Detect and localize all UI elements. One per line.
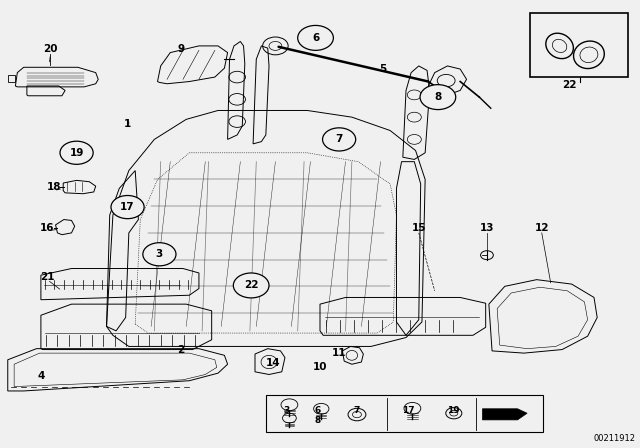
Text: 3: 3 <box>284 405 290 414</box>
Text: 7: 7 <box>354 405 360 414</box>
Text: 4: 4 <box>37 371 45 381</box>
Text: 15: 15 <box>412 224 426 233</box>
Text: 12: 12 <box>534 224 549 233</box>
Polygon shape <box>483 409 527 420</box>
Text: 6: 6 <box>315 405 321 414</box>
Text: 22: 22 <box>563 80 577 90</box>
Text: 17: 17 <box>402 405 414 414</box>
Text: 00211912: 00211912 <box>593 434 636 443</box>
Circle shape <box>298 26 333 50</box>
Circle shape <box>111 195 144 219</box>
Text: 19: 19 <box>447 405 460 414</box>
Text: 2: 2 <box>177 345 185 354</box>
Text: 13: 13 <box>480 224 494 233</box>
Text: 5: 5 <box>379 64 386 74</box>
Text: 11: 11 <box>332 348 346 358</box>
Text: 10: 10 <box>313 362 327 372</box>
Text: 7: 7 <box>335 134 343 144</box>
Text: 3: 3 <box>156 249 163 259</box>
Circle shape <box>234 273 269 298</box>
Text: 6: 6 <box>312 33 319 43</box>
Text: 17: 17 <box>120 202 135 212</box>
Text: 22: 22 <box>244 280 259 290</box>
Text: 1: 1 <box>124 119 131 129</box>
Circle shape <box>143 243 176 266</box>
FancyBboxPatch shape <box>266 396 543 432</box>
Circle shape <box>420 85 456 110</box>
Text: 16: 16 <box>40 223 54 233</box>
Circle shape <box>323 128 356 151</box>
Text: 14: 14 <box>266 358 280 368</box>
Text: 21: 21 <box>40 271 54 281</box>
Text: 18: 18 <box>46 182 61 193</box>
FancyBboxPatch shape <box>531 13 628 77</box>
Text: 8: 8 <box>315 416 321 425</box>
Text: 19: 19 <box>69 148 84 158</box>
Text: 9: 9 <box>177 44 185 54</box>
Text: 8: 8 <box>435 92 442 102</box>
Text: 20: 20 <box>44 44 58 54</box>
Circle shape <box>60 141 93 164</box>
